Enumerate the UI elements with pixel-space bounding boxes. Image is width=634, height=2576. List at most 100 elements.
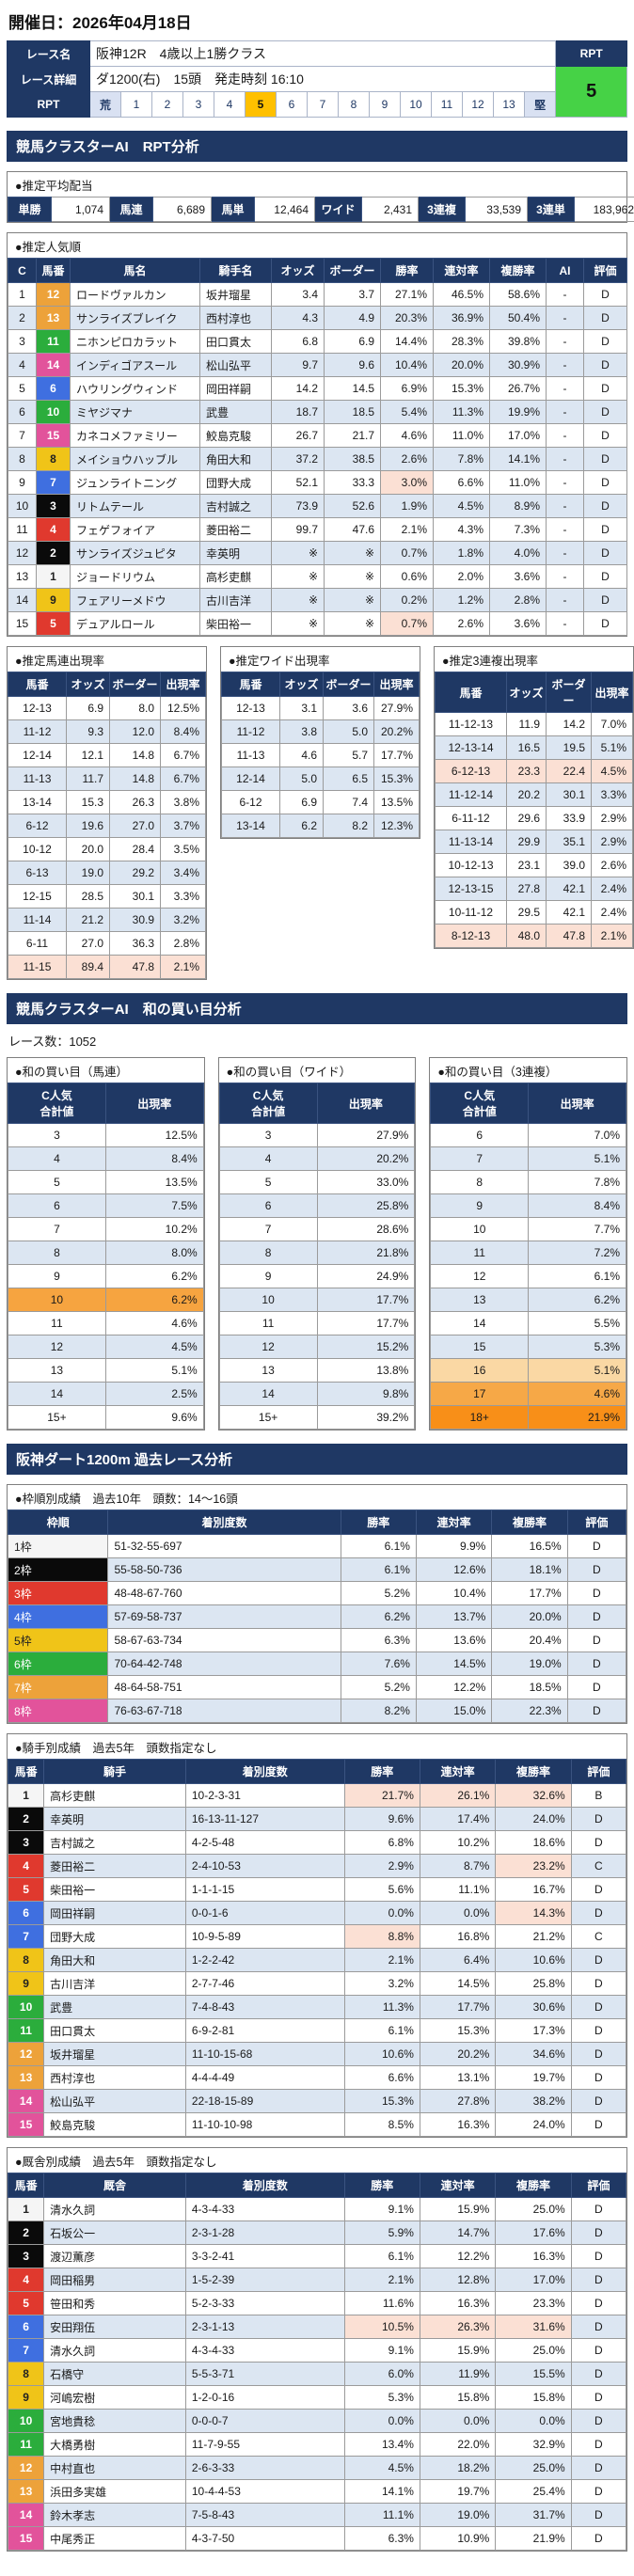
jockey-results-title: ●騎手別成績 過去5年 頭数指定なし [8,1734,626,1759]
race-detail-label: レース詳細 [8,67,90,92]
border: 30.1 [547,783,592,807]
waku-label: 8枠 [8,1699,108,1723]
payout-label: 単勝 [8,198,52,222]
fuku-rate: 10.6% [496,1949,571,1972]
horse-name: メイショウハッブル [71,448,200,471]
fuku-rate: 24.0% [496,2113,571,2137]
win-rate: 3.0% [381,471,434,495]
record-counts: 2-3-1-28 [185,2221,344,2245]
border: 3.7 [325,283,381,307]
c-rank: 11 [8,518,37,542]
win-rate: 9.1% [344,2198,420,2221]
rpt-scale-13: 13 [494,92,525,118]
column-header: 枠順 [8,1510,108,1535]
odds: 20.2 [507,783,547,807]
record-counts: 1-2-2-42 [185,1949,344,1972]
c-popularity-sum: 15+ [8,1406,106,1430]
horse-number: 6 [8,1902,44,1925]
evaluation: D [571,2113,626,2137]
win-rate: 21.7% [344,1784,420,1808]
horse-name: リトムテール [71,495,200,518]
border: ※ [325,542,381,565]
fuku-rate: 25.4% [496,2480,571,2504]
border: 9.6 [325,354,381,377]
win-rate: 4.6% [381,424,434,448]
column-header: 連対率 [434,259,490,283]
rpt-scale-2: 2 [152,92,183,118]
stable-name: 浜田多実雄 [44,2480,186,2504]
record-counts: 0-0-1-6 [185,1902,344,1925]
win-rate: 2.9% [344,1855,420,1878]
appearance-rate: 4.6% [105,1312,203,1335]
appearance-rate: 5.3% [529,1335,626,1359]
border: 33.9 [547,807,592,830]
ren-rate: 17.7% [420,1996,495,2019]
ren-rate: 15.3% [434,377,490,401]
win-rate: 0.7% [381,542,434,565]
ren-rate: 28.3% [434,330,490,354]
fuku-rate: 30.9% [490,354,547,377]
column-header: 馬番 [436,672,507,713]
column-header: 馬番 [8,672,67,697]
rpt-scale-11: 11 [432,92,463,118]
border: 4.9 [325,307,381,330]
pair-numbers: 6-12 [222,791,280,814]
pair-numbers: 12-13-14 [436,736,507,760]
c-popularity-sum: 11 [431,1241,529,1265]
ren-rate: 10.2% [420,1831,495,1855]
evaluation: D [571,2504,626,2527]
border: 12.0 [110,720,161,744]
appearance-rate: 21.9% [529,1406,626,1430]
column-header: オッズ [507,672,547,713]
appearance-rate: 17.7% [317,1312,415,1335]
c-popularity-sum: 11 [219,1312,317,1335]
odds: 16.5 [507,736,547,760]
horse-name: カネコメファミリー [71,424,200,448]
horse-number: 11 [37,330,71,354]
horse-number: 12 [37,283,71,307]
odds: 15.3 [67,791,110,814]
border: 14.5 [325,377,381,401]
horse-number: 14 [8,2090,44,2113]
column-header: 着別度数 [185,2173,344,2198]
horse-number: 13 [37,307,71,330]
c-rank: 14 [8,589,37,612]
appearance-rate: 5.1% [105,1359,203,1383]
ai-score: - [547,330,584,354]
horse-number: 10 [37,401,71,424]
record-counts: 58-67-63-734 [108,1629,341,1652]
odds: 12.1 [67,744,110,767]
fuku-rate: 16.7% [496,1878,571,1902]
jockey-name: 松山弘平 [200,354,272,377]
c-popularity-sum: 15+ [219,1406,317,1430]
appearance-rate: 24.9% [317,1265,415,1288]
race-count: レース数：1052 [8,1032,627,1050]
ren-rate: 15.9% [420,2339,495,2363]
c-popularity-sum: 15 [431,1335,529,1359]
column-header: 連対率 [416,1510,491,1535]
header-row: 馬番オッズボーダー出現率 [222,672,420,697]
fuku-rate: 24.0% [496,1808,571,1831]
jockey-name: 菱田裕二 [200,518,272,542]
appearance-rate: 6.7% [161,767,206,791]
win-rate: 14.4% [381,330,434,354]
ren-rate: 15.3% [420,2019,495,2043]
fuku-rate: 18.1% [492,1558,567,1582]
column-header: 勝率 [381,259,434,283]
odds: 3.8 [280,720,324,744]
